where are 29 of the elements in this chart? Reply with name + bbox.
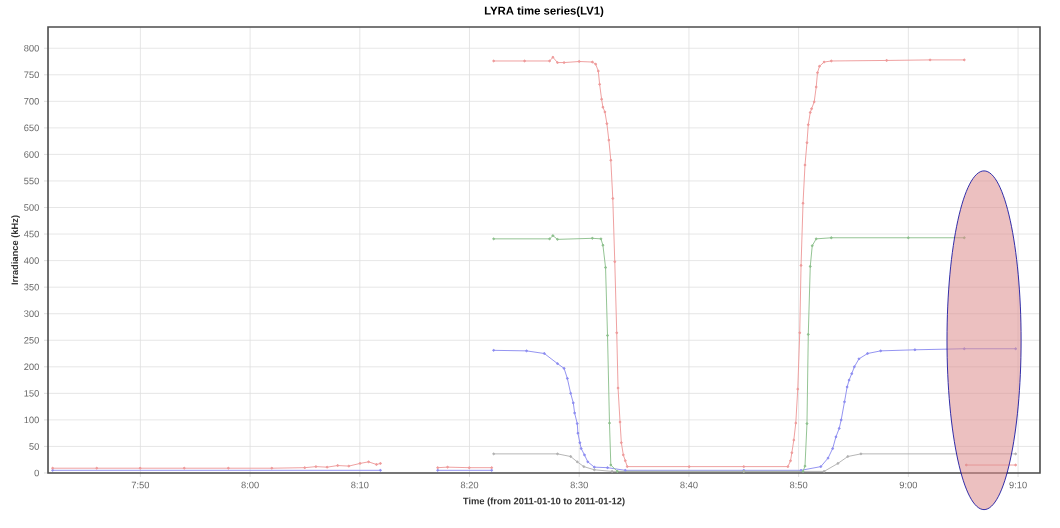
chart-title: LYRA time series(LV1)	[484, 6, 604, 17]
y-tick-label: 500	[24, 204, 39, 211]
y-tick-label: 400	[23, 257, 39, 264]
y-tick-label: 300	[24, 310, 39, 317]
x-tick-label: 8:50	[789, 481, 808, 489]
x-tick-label: 8:40	[680, 481, 698, 489]
x-tick-label: 9:10	[1009, 481, 1027, 489]
x-axis-title: Time (from 2011-01-10 to 2011-01-12)	[463, 497, 625, 507]
y-tick-label: 700	[24, 98, 39, 105]
x-tick-label: 9:00	[899, 481, 918, 489]
y-tick-label: 200	[24, 363, 39, 371]
y-tick-label: 800	[24, 44, 39, 52]
x-tick-label: 8:20	[460, 481, 479, 489]
y-tick-label: 150	[24, 390, 39, 397]
x-tick-label: 8:30	[570, 481, 588, 489]
y-axis-title: Irradiance (kHz)	[11, 215, 20, 285]
y-tick-label: 600	[24, 151, 39, 158]
y-tick-label: 250	[24, 336, 39, 344]
x-tick-label: 8:10	[351, 481, 369, 489]
x-tick-label: 8:00	[241, 481, 259, 489]
y-tick-label: 650	[24, 124, 39, 132]
y-tick-label: 0	[34, 469, 39, 477]
y-tick-label: 350	[24, 283, 39, 291]
y-tick-label: 450	[23, 230, 39, 238]
x-tick-label: 7:50	[131, 481, 150, 489]
y-tick-label: 100	[24, 416, 39, 424]
y-tick-label: 550	[24, 177, 39, 185]
y-tick-label: 750	[24, 71, 39, 79]
y-tick-label: 50	[29, 443, 39, 450]
